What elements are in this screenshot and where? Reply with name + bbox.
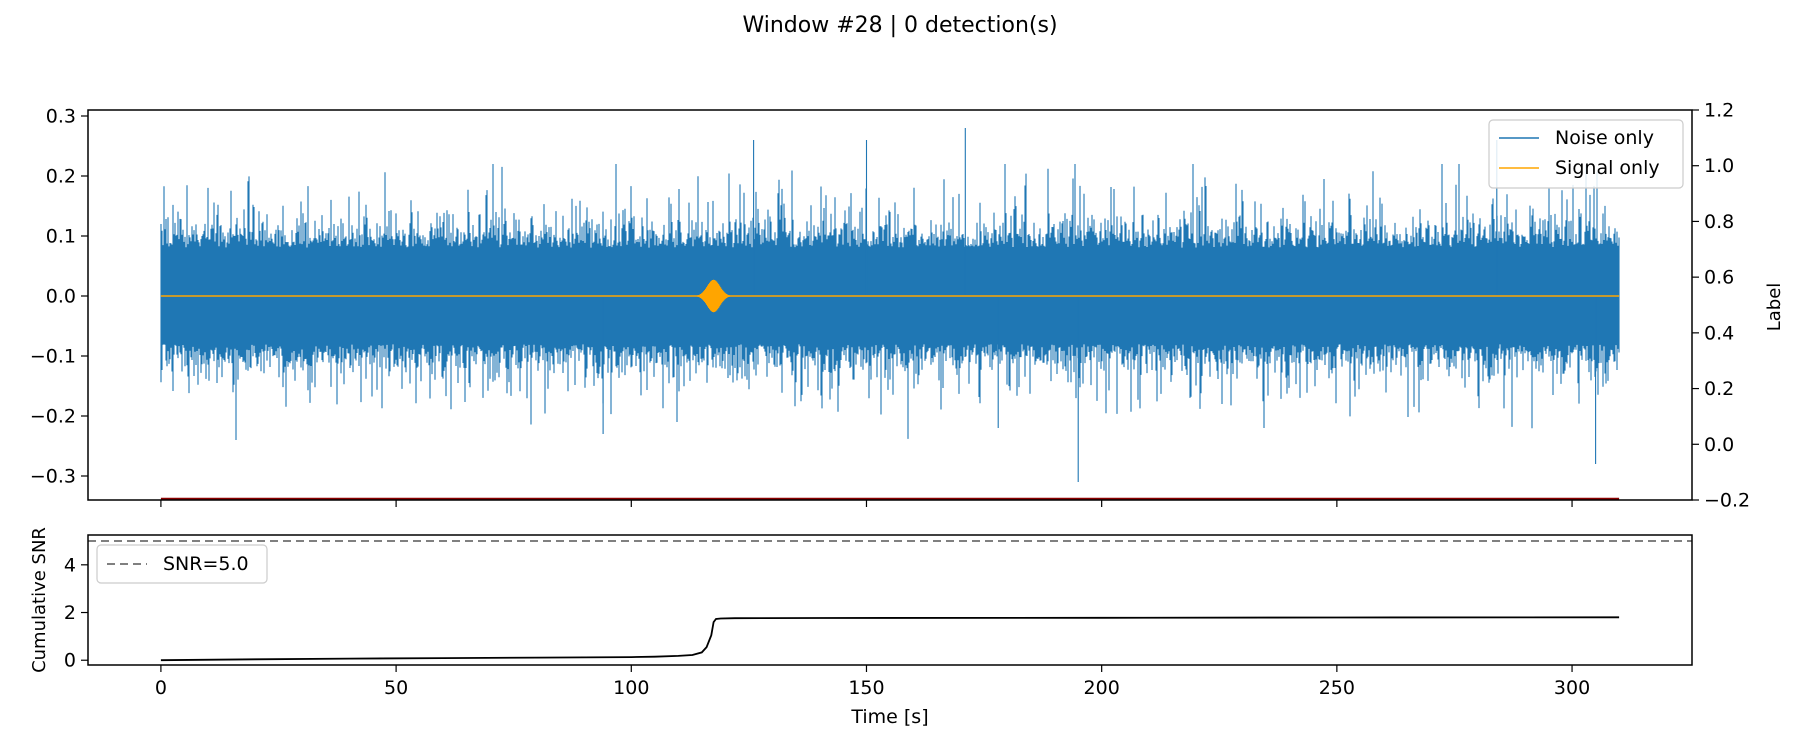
snr-axes-frame xyxy=(87,534,1693,666)
left-ytick-label: 0.3 xyxy=(46,106,76,128)
signal-only-burst xyxy=(692,279,736,313)
legend-box xyxy=(1488,119,1684,189)
xtick-label: 200 xyxy=(1084,677,1120,699)
left-ytick-label: −0.2 xyxy=(30,406,76,428)
right-ytick-label: 0.2 xyxy=(1704,378,1734,400)
right-ytick-label: 1.0 xyxy=(1704,155,1734,177)
x-axis-label: Time [s] xyxy=(850,706,928,728)
left-ytick-label: 0.1 xyxy=(46,226,76,248)
right-ytick-label: 0.0 xyxy=(1704,434,1734,456)
right-ytick-label: 0.4 xyxy=(1704,322,1734,344)
right-axis-label: Label xyxy=(1764,283,1785,332)
right-ytick-label: 0.6 xyxy=(1704,267,1734,289)
xtick-label: 100 xyxy=(613,677,649,699)
left-ytick-label: −0.3 xyxy=(30,466,76,488)
left-ytick-label: 0.0 xyxy=(46,286,76,308)
snr-panel: 0 2 4 0 50 100 150 200 250 300 Cumulative SNR Ti… xyxy=(29,527,1693,728)
xtick-label: 150 xyxy=(848,677,884,699)
left-ytick-label: −0.1 xyxy=(30,346,76,368)
waveform-panel: 0.3 0.2 0.1 0.0 −0.1 −0.2 −0.3 1.2 1.0 0.8 0.6 0.4… xyxy=(30,100,1785,512)
xtick-label: 50 xyxy=(384,677,408,699)
figure-title: Window #28 | 0 detection(s) xyxy=(742,13,1057,38)
xtick-label: 300 xyxy=(1554,677,1590,699)
right-ytick-label: 0.8 xyxy=(1704,211,1734,233)
noise-only-series xyxy=(160,164,1620,440)
waveform-legend[interactable]: Noise only Signal only xyxy=(1488,119,1684,189)
snr-axis-label: Cumulative SNR xyxy=(29,527,50,673)
cumulative-snr-series xyxy=(160,616,1620,662)
snr-ytick-label: 2 xyxy=(64,602,76,624)
legend-noise-label: Noise only xyxy=(1555,127,1654,149)
legend-box xyxy=(96,544,268,584)
noise-peaks xyxy=(602,128,1597,482)
left-ytick-label: 0.2 xyxy=(46,166,76,188)
legend-threshold-label: SNR=5.0 xyxy=(163,553,249,575)
snr-legend[interactable]: SNR=5.0 xyxy=(96,544,268,584)
legend-signal-label: Signal only xyxy=(1555,157,1660,179)
right-ytick-label: −0.2 xyxy=(1704,490,1750,512)
snr-ytick-label: 4 xyxy=(64,554,76,576)
waveform-axes-frame xyxy=(87,109,1693,501)
xtick-label: 0 xyxy=(155,677,167,699)
xtick-label: 250 xyxy=(1319,677,1355,699)
right-ytick-label: 1.2 xyxy=(1704,100,1734,122)
snr-ytick-label: 0 xyxy=(64,650,76,672)
